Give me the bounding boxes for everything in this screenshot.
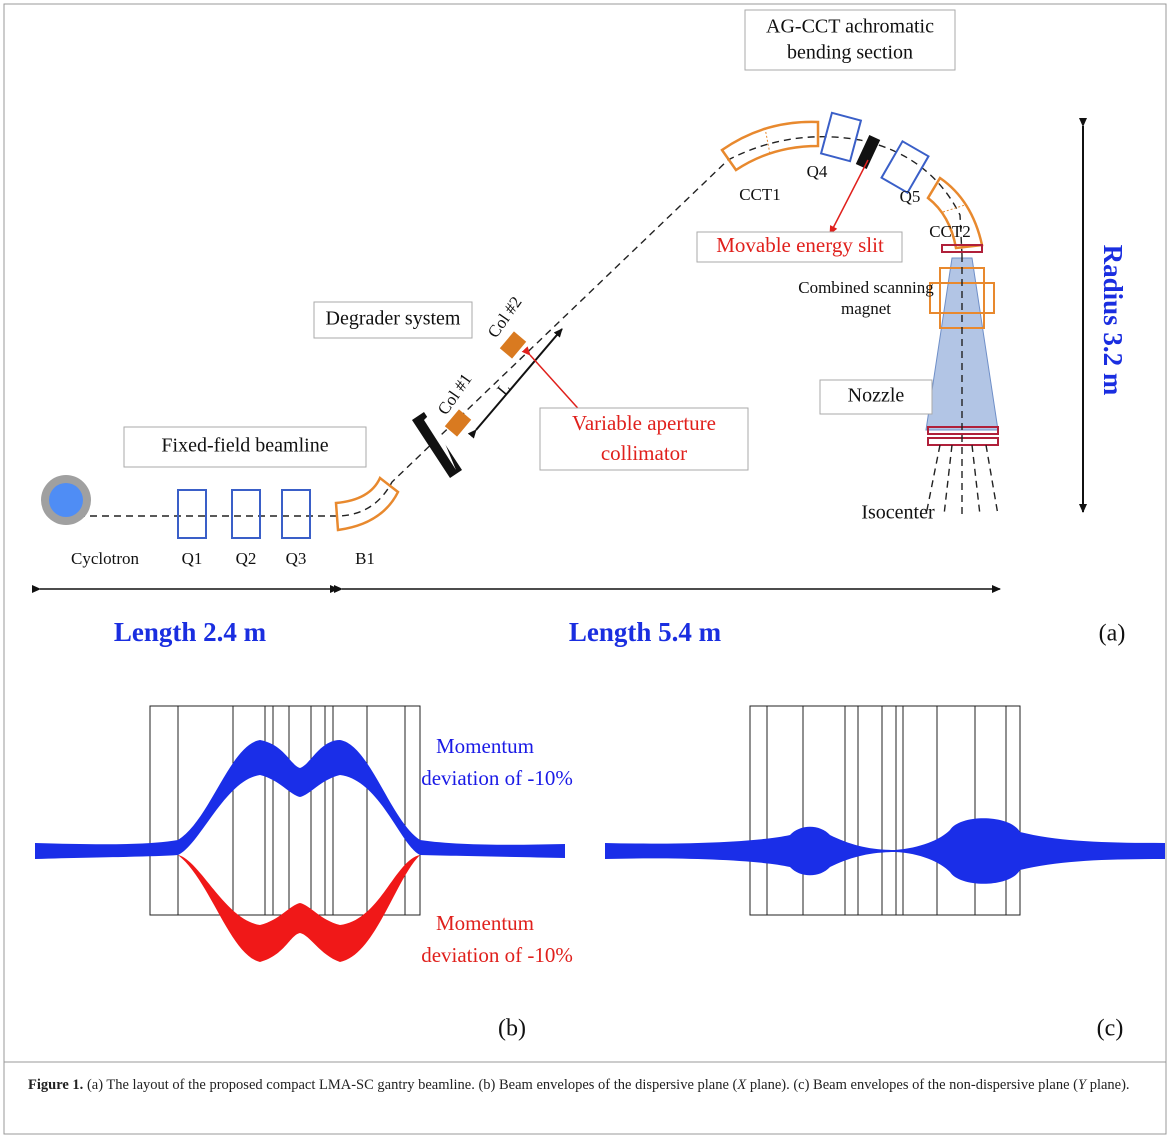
diagram-shape xyxy=(150,706,420,915)
element-label: Q3 xyxy=(286,549,307,568)
caption-text: plane). xyxy=(1086,1077,1129,1093)
element-label: Cyclotron xyxy=(71,549,139,568)
isocenter-label: Isocenter xyxy=(861,502,935,524)
magnet-label: CCT1 xyxy=(739,185,781,204)
pointer xyxy=(830,160,868,234)
element-label: Q1 xyxy=(182,549,203,568)
magnet-label: CCT2 xyxy=(929,222,971,241)
envelope-label: Momentum xyxy=(436,911,534,935)
collimator-label: Col #2 xyxy=(484,293,526,341)
caption: Figure 1. (a) The layout of the proposed… xyxy=(28,1076,1143,1094)
scanning-label: Combined scanning xyxy=(798,278,934,297)
nozzle-ring xyxy=(928,438,998,445)
quadrupole xyxy=(232,490,260,538)
quadrupole xyxy=(178,490,206,538)
energy-slit-label: Movable energy slit xyxy=(716,233,884,257)
caption-text: plane). (c) Beam envelopes of the non-di… xyxy=(746,1077,1078,1093)
envelope-label: deviation of -10% xyxy=(421,943,573,967)
frame xyxy=(4,4,1166,1134)
radius-label: Radius 3.2 m xyxy=(1098,245,1128,396)
caption-text: X xyxy=(737,1077,746,1093)
caption-text: (a) The layout of the proposed compact L… xyxy=(87,1077,737,1093)
collimator-label: Col #1 xyxy=(434,370,476,418)
cyclotron-core xyxy=(49,483,83,517)
cct-divider xyxy=(943,205,965,212)
caption-label: Figure 1. xyxy=(28,1077,83,1093)
envelope-label: deviation of -10% xyxy=(421,766,573,790)
magnet-label: Q5 xyxy=(900,187,921,206)
panel-label: (c) xyxy=(1097,1016,1124,1042)
section-title: AG-CCT achromatic xyxy=(766,16,934,38)
magnet-label: Q4 xyxy=(807,162,828,181)
element-label: B1 xyxy=(355,549,375,568)
quadrupole xyxy=(282,490,310,538)
length-label: Length 2.4 m xyxy=(114,617,267,647)
figure: AG-CCT achromatic bending section L Col … xyxy=(0,0,1171,1139)
collimator-title: collimator xyxy=(601,441,687,465)
length-label: Length 5.4 m xyxy=(569,617,722,647)
cct-divider xyxy=(765,128,770,154)
diagram-shape xyxy=(767,706,1006,915)
section-title: bending section xyxy=(787,42,913,64)
collimator xyxy=(500,331,526,358)
degrader-label: Degrader system xyxy=(326,308,461,330)
dipole xyxy=(336,478,398,530)
beam-envelope xyxy=(35,740,565,859)
fixed-field-label: Fixed-field beamline xyxy=(161,435,328,457)
panel-label: (a) xyxy=(1099,621,1126,647)
page: AG-CCT achromatic bending section L Col … xyxy=(0,0,1171,1139)
nozzle-label: Nozzle xyxy=(848,385,905,407)
scanning-label: magnet xyxy=(841,299,891,318)
collimator-title: Variable aperture xyxy=(572,411,716,435)
distance-label: L xyxy=(493,379,514,399)
magnet-outlines xyxy=(150,706,420,915)
envelope-label: Momentum xyxy=(436,734,534,758)
beam-envelope xyxy=(178,855,420,962)
panel-label: (b) xyxy=(498,1016,526,1042)
beam-envelope xyxy=(605,818,1165,884)
cct-magnet xyxy=(722,122,818,170)
element-label: Q2 xyxy=(236,549,257,568)
quadrupole xyxy=(882,141,929,192)
quadrupole xyxy=(821,113,861,161)
caption-text: Y xyxy=(1078,1077,1086,1093)
